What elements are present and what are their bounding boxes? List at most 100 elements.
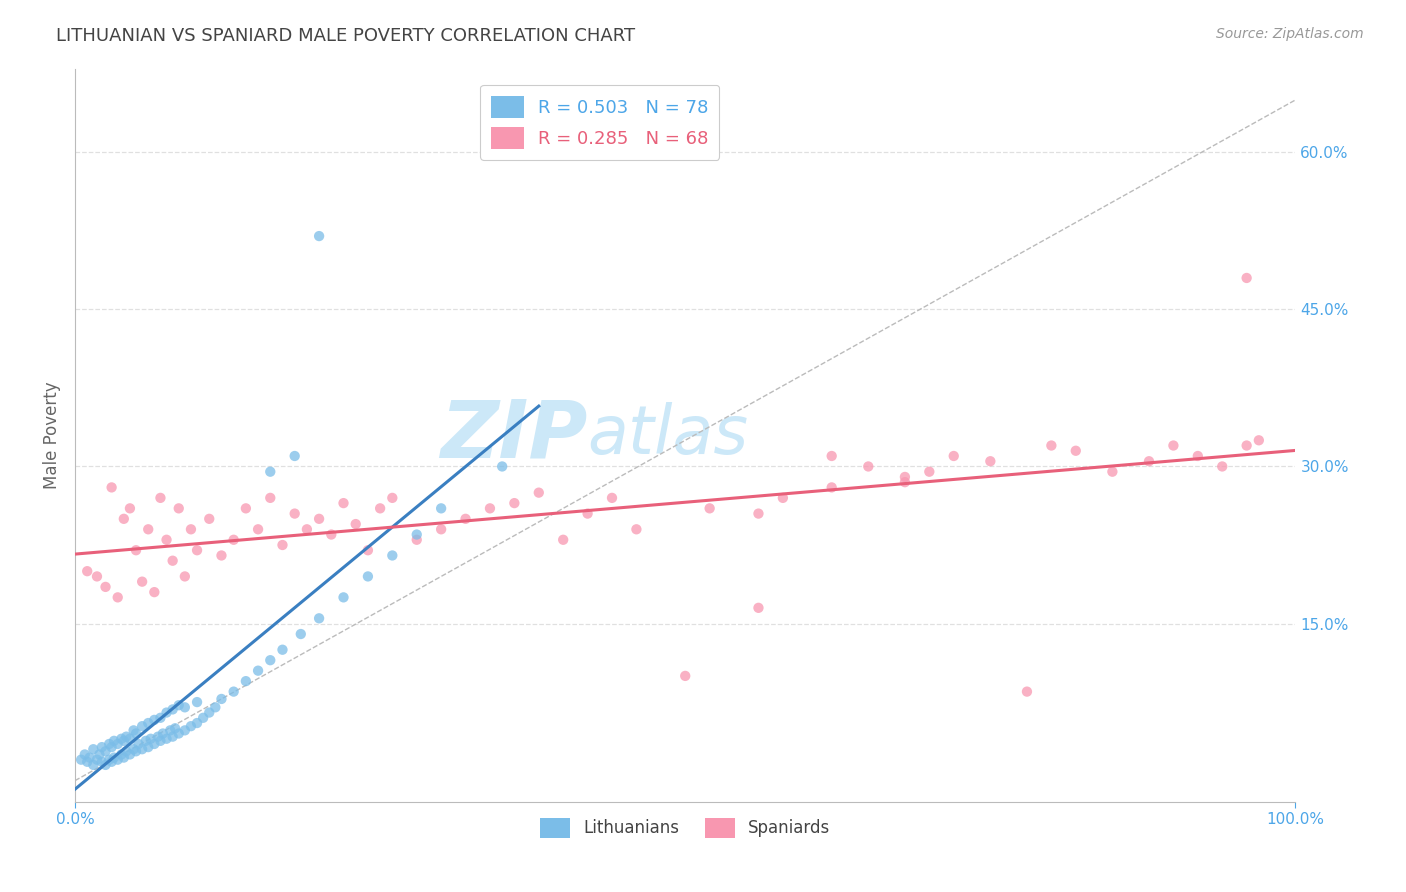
Point xyxy=(235,674,257,689)
Point xyxy=(405,533,427,547)
Point xyxy=(115,730,138,744)
Point xyxy=(1236,438,1258,452)
Point xyxy=(308,611,330,625)
Point xyxy=(235,501,257,516)
Point xyxy=(94,580,117,594)
Point xyxy=(211,549,233,563)
Point xyxy=(173,569,195,583)
Point xyxy=(1015,684,1038,698)
Text: LITHUANIAN VS SPANIARD MALE POVERTY CORRELATION CHART: LITHUANIAN VS SPANIARD MALE POVERTY CORR… xyxy=(56,27,636,45)
Point xyxy=(295,522,318,536)
Point xyxy=(131,742,153,756)
Point xyxy=(155,706,177,720)
Point xyxy=(1236,271,1258,285)
Point xyxy=(259,465,281,479)
Point xyxy=(211,692,233,706)
Point xyxy=(381,491,404,505)
Point xyxy=(747,600,769,615)
Point xyxy=(82,758,104,772)
Point xyxy=(173,723,195,738)
Point xyxy=(165,721,187,735)
Point xyxy=(86,569,108,583)
Point xyxy=(381,549,404,563)
Point xyxy=(821,480,844,494)
Point xyxy=(135,734,157,748)
Point xyxy=(222,684,245,698)
Point xyxy=(139,731,162,746)
Point xyxy=(167,726,190,740)
Point xyxy=(136,716,159,731)
Point xyxy=(344,517,367,532)
Point xyxy=(1163,438,1185,452)
Point xyxy=(673,669,696,683)
Point xyxy=(368,501,391,516)
Point xyxy=(127,737,149,751)
Point xyxy=(173,700,195,714)
Point xyxy=(131,574,153,589)
Point xyxy=(626,522,648,536)
Point xyxy=(162,730,184,744)
Point xyxy=(284,507,307,521)
Point xyxy=(491,459,513,474)
Point xyxy=(357,543,380,558)
Point xyxy=(136,740,159,755)
Point xyxy=(167,698,190,713)
Point xyxy=(186,543,208,558)
Point xyxy=(146,730,169,744)
Point xyxy=(103,734,125,748)
Point xyxy=(430,522,453,536)
Point xyxy=(478,501,501,516)
Point xyxy=(149,711,172,725)
Point xyxy=(162,702,184,716)
Point xyxy=(1064,443,1087,458)
Point xyxy=(357,569,380,583)
Point xyxy=(259,653,281,667)
Point xyxy=(112,734,135,748)
Point xyxy=(98,737,121,751)
Point xyxy=(1247,434,1270,448)
Point xyxy=(527,485,550,500)
Point xyxy=(222,533,245,547)
Y-axis label: Male Poverty: Male Poverty xyxy=(44,381,60,489)
Point xyxy=(332,591,354,605)
Point xyxy=(90,755,112,769)
Point xyxy=(1137,454,1160,468)
Point xyxy=(180,522,202,536)
Point xyxy=(259,491,281,505)
Point xyxy=(1211,459,1233,474)
Point xyxy=(247,522,270,536)
Point xyxy=(942,449,965,463)
Point xyxy=(979,454,1001,468)
Point xyxy=(107,591,129,605)
Point xyxy=(159,723,181,738)
Point xyxy=(70,753,93,767)
Text: atlas: atlas xyxy=(588,402,749,468)
Point xyxy=(155,731,177,746)
Point xyxy=(308,512,330,526)
Point xyxy=(143,585,166,599)
Legend: Lithuanians, Spaniards: Lithuanians, Spaniards xyxy=(534,811,837,845)
Point xyxy=(191,711,214,725)
Point xyxy=(186,716,208,731)
Point xyxy=(198,706,221,720)
Point xyxy=(94,758,117,772)
Point xyxy=(152,726,174,740)
Point xyxy=(332,496,354,510)
Point xyxy=(162,554,184,568)
Point xyxy=(1101,465,1123,479)
Point xyxy=(454,512,477,526)
Point xyxy=(576,507,599,521)
Point xyxy=(89,747,111,762)
Point xyxy=(90,740,112,755)
Point xyxy=(143,713,166,727)
Point xyxy=(112,512,135,526)
Text: ZIP: ZIP xyxy=(440,396,588,474)
Point xyxy=(321,527,343,541)
Point xyxy=(76,755,98,769)
Point xyxy=(155,533,177,547)
Point xyxy=(110,747,132,762)
Point xyxy=(747,507,769,521)
Point xyxy=(103,750,125,764)
Point xyxy=(125,726,148,740)
Point xyxy=(180,719,202,733)
